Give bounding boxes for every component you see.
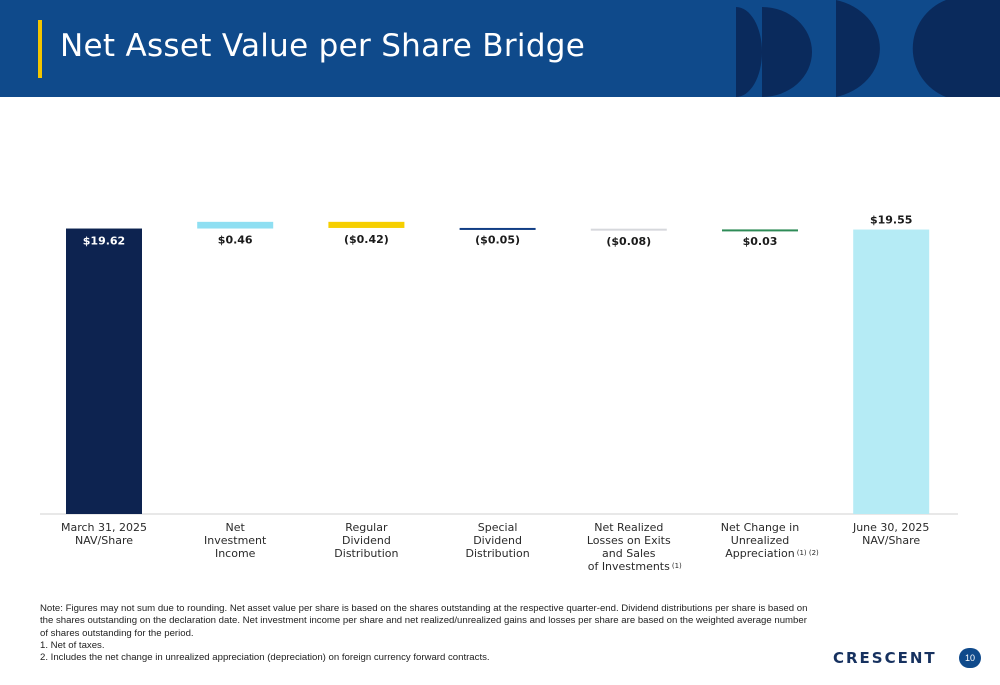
value-label-3: ($0.05) bbox=[475, 234, 520, 247]
category-label-5-2: Appreciation bbox=[725, 547, 794, 560]
category-label-3-1: Dividend bbox=[473, 534, 522, 547]
page-title: Net Asset Value per Share Bridge bbox=[60, 28, 586, 64]
category-label-3-0: Special bbox=[478, 521, 518, 534]
value-label-2: ($0.42) bbox=[344, 233, 389, 246]
category-label-6-1: NAV/Share bbox=[862, 534, 920, 547]
category-label-1-2: Income bbox=[215, 547, 256, 560]
category-label-1-1: Investment bbox=[204, 534, 267, 547]
category-label-4-1: Losses on Exits bbox=[587, 534, 671, 547]
footnote-2: 2. Includes the net change in unrealized… bbox=[40, 652, 490, 664]
value-label-5: $0.03 bbox=[743, 235, 778, 248]
value-label-1: $0.46 bbox=[218, 234, 253, 247]
category-footnote-5: (1) (2) bbox=[797, 549, 819, 557]
category-label-4-3: of Investments bbox=[588, 560, 670, 573]
category-label-2-0: Regular bbox=[345, 521, 388, 534]
footnotes: Note: Figures may not sum due to roundin… bbox=[40, 603, 810, 664]
category-label-4-2: and Sales bbox=[602, 547, 656, 560]
decorative-half-circles bbox=[736, 0, 1000, 97]
category-label-6-0: June 30, 2025 bbox=[852, 521, 929, 534]
note-main: Note: Figures may not sum due to roundin… bbox=[40, 603, 808, 639]
category-label-0-1: NAV/Share bbox=[75, 534, 133, 547]
category-label-4-0: Net Realized bbox=[594, 521, 663, 534]
category-label-2-2: Distribution bbox=[334, 547, 398, 560]
decor-circle-4 bbox=[912, 0, 1000, 97]
category-footnote-4: (1) bbox=[672, 562, 682, 570]
bar-0 bbox=[66, 228, 142, 515]
bar-3 bbox=[459, 227, 536, 230]
header-banner: Net Asset Value per Share Bridge bbox=[0, 0, 1000, 97]
category-label-5-1: Unrealized bbox=[731, 534, 789, 547]
crescent-logo: CRESCENT bbox=[833, 649, 937, 667]
page-number: 10 bbox=[959, 648, 981, 668]
nav-bridge-chart: $19.62 $0.46 ($0.42) ($0.05) ($0.08) $0.03 $19… bbox=[40, 214, 958, 573]
chart-value-labels: $19.62 $0.46 ($0.42) ($0.05) ($0.08) $0.03 $19… bbox=[83, 214, 913, 248]
category-label-2-1: Dividend bbox=[342, 534, 391, 547]
value-label-6: $19.55 bbox=[870, 214, 912, 227]
decor-half-circle-3 bbox=[836, 0, 880, 97]
category-label-0-0: March 31, 2025 bbox=[61, 521, 147, 534]
bar-5 bbox=[722, 229, 798, 232]
footnote-1: 1. Net of taxes. bbox=[40, 639, 105, 651]
category-label-3-2: Distribution bbox=[466, 547, 530, 560]
bar-1 bbox=[197, 221, 274, 229]
bar-2 bbox=[328, 221, 405, 228]
decor-half-circle-2 bbox=[762, 7, 812, 97]
title-accent-bar bbox=[38, 20, 42, 78]
bar-6 bbox=[853, 229, 930, 515]
chart-category-labels: March 31, 2025NAV/ShareNetInvestmentInco… bbox=[61, 521, 929, 573]
category-label-1-0: Net bbox=[226, 521, 246, 534]
category-label-5-0: Net Change in bbox=[721, 521, 799, 534]
value-label-0: $19.62 bbox=[83, 235, 125, 248]
decor-half-circle-1 bbox=[736, 7, 762, 97]
bar-4 bbox=[590, 228, 667, 231]
value-label-4: ($0.08) bbox=[606, 235, 651, 248]
chart-bars bbox=[66, 221, 930, 515]
